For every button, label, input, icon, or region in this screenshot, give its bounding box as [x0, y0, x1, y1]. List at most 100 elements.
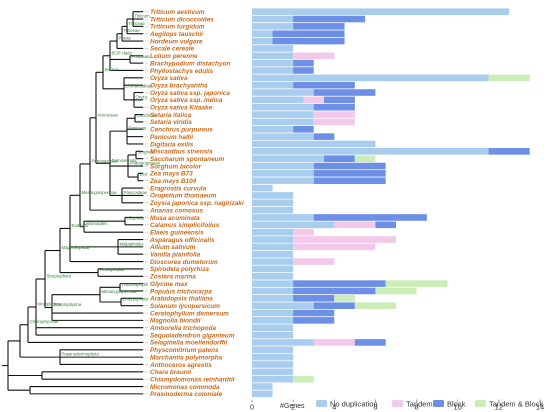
- bar-asparagus-officinalis-tandem: [293, 236, 396, 243]
- species-label: Eragrostis curvula: [150, 185, 207, 192]
- bar-triticum-dicoccoides-no-duplication: [252, 15, 294, 23]
- bar-lolium-perenne-tandem: [293, 52, 335, 60]
- x-tick-label: 6: [373, 403, 377, 412]
- bar-oryza-brachyantha-no-duplication: [252, 81, 294, 89]
- bar-oryza-sativa-ssp-japonica-block: [313, 89, 376, 96]
- bar-zea-mays-b73-block: [313, 170, 386, 177]
- bar-glycine-max-no-duplication: [252, 280, 294, 287]
- clade-label: Liliopsida: [127, 216, 146, 221]
- bar-oryza-sativa-no-duplication: [252, 74, 489, 82]
- bar-panicum-hallii-block: [313, 133, 335, 140]
- bar-arabidopsis-thaliana-block: [293, 295, 335, 302]
- x-axis-title: #Genes: [280, 403, 305, 410]
- clade-label: Mesangiospermae: [102, 289, 138, 294]
- species-label: Asparagus officinalis: [149, 237, 215, 244]
- bar-zoysia-japonica-ssp-nagirizaki-no-duplication: [252, 199, 294, 207]
- bar-dioscorea-dumetorum-tandem: [293, 258, 335, 265]
- species-label: Chara braunii: [150, 369, 191, 376]
- clade-label: Zea: [140, 172, 148, 177]
- bar-elaeis-guineensis-no-duplication: [252, 228, 294, 236]
- bar-glycine-max-tandem-block: [385, 280, 448, 287]
- clade-label: Andropogoneae: [130, 161, 161, 166]
- bar-marchantia-polymorpha-no-duplication: [252, 353, 294, 361]
- clade-label: BOP clade: [112, 50, 133, 55]
- species-label: Sequoiadendron giganteum: [150, 332, 235, 339]
- species-label: Prasinoderma coloniale: [150, 391, 223, 398]
- species-label: Oryza sativa ssp. indica: [150, 97, 223, 104]
- bar-saccharum-spontaneum-no-duplication: [252, 155, 324, 162]
- bar-populus-trichocarpa-tandem-block: [375, 287, 417, 295]
- species-label: Arabidopsis thaliana: [149, 296, 213, 303]
- x-tick-label: 8: [414, 403, 418, 412]
- clade-label: Magnoliopsida: [62, 245, 90, 250]
- species-label: Ceratophyllum demersum: [150, 310, 229, 317]
- bar-dioscorea-dumetorum-no-duplication: [252, 258, 294, 265]
- bar-oryza-sativa-ssp-indica-block: [324, 96, 355, 104]
- bar-selaginella-moellendorffii-block: [354, 339, 386, 346]
- bar-ceratophyllum-demersum-block: [293, 309, 335, 317]
- bar-sorghum-bicolor-no-duplication: [252, 162, 314, 170]
- bar-zea-mays-b104-block: [313, 177, 386, 185]
- species-label: Oryza brachyantha: [150, 82, 208, 89]
- species-label: Dioscorea dumetorum: [150, 259, 218, 266]
- legend-label-no-duplication: No duplication: [330, 400, 378, 409]
- x-tick-label: 12: [495, 403, 503, 412]
- bar-calamus-simplicifolius-tandem: [334, 221, 376, 229]
- stacked-bars: [252, 8, 530, 398]
- legend-label-tandem: Tandem: [406, 400, 433, 409]
- species-label: Lolium perenne: [150, 53, 198, 60]
- bar-triticum-turgidum-block: [293, 23, 345, 30]
- x-tick-label: 0: [250, 403, 254, 412]
- clade-label: Alismatales: [86, 221, 108, 226]
- bar-allium-sativum-no-duplication: [252, 243, 294, 251]
- clade-label: Triticeae: [124, 28, 141, 33]
- bar-zea-mays-b73-no-duplication: [252, 170, 314, 177]
- species-label: Phyllostachys edulis: [150, 68, 214, 75]
- clade-label: Tracheophyta: [122, 282, 149, 287]
- bar-sorghum-bicolor-block: [313, 162, 386, 170]
- legend-swatch-tandem: [392, 400, 403, 407]
- bar-sequoiadendron-giganteum-no-duplication: [252, 331, 294, 339]
- species-label: Glycine max: [150, 281, 188, 288]
- bar-secale-cereale-no-duplication: [252, 45, 294, 52]
- bar-solanum-lycopersicum-tandem-block: [354, 302, 396, 309]
- species-label: Triticum turgidum: [150, 24, 205, 31]
- clade-label: Poeae: [119, 36, 132, 41]
- species-label: Hordeum vulgare: [150, 38, 203, 45]
- clade-label: Cenchrus: [137, 113, 155, 118]
- clade-label: Arecaceae: [98, 112, 119, 117]
- legend-swatch-block: [433, 400, 444, 407]
- bar-glycine-max-block: [293, 280, 386, 287]
- bar-zea-mays-b104-no-duplication: [252, 177, 314, 185]
- bar-miscanthus-sinensis-block: [488, 148, 530, 155]
- bar-cenchrus-purpureus-block: [293, 125, 314, 133]
- clade-label: Ehrhartoideae: [126, 83, 154, 88]
- clade-label: Embryophyta: [123, 297, 149, 302]
- bar-saccharum-spontaneum-block: [324, 155, 355, 162]
- bar-brachypodium-distachyon-block: [293, 59, 314, 67]
- x-tick-label: 10: [454, 403, 462, 412]
- bar-cenchrus-purpureus-no-duplication: [252, 125, 294, 133]
- clade-label: Triticum: [135, 14, 151, 19]
- bar-oryza-sativa-kitaake-no-duplication: [252, 103, 314, 111]
- species-label: Zea mays B73: [149, 171, 193, 178]
- species-label: Setaria italica: [150, 112, 192, 119]
- bar-oryza-sativa-ssp-indica-no-duplication: [252, 96, 304, 104]
- bar-spirodela-polyrhiza-no-duplication: [252, 265, 294, 273]
- bar-calamus-simplicifolius-block: [375, 221, 396, 229]
- clade-label: Malpighiales: [120, 241, 144, 246]
- bar-setaria-italica-tandem: [313, 111, 355, 118]
- bar-magnolia-biondii-block: [293, 317, 335, 324]
- bar-eragrostis-curvula-no-duplication: [252, 184, 273, 192]
- bar-setaria-viridis-no-duplication: [252, 118, 314, 126]
- x-axis: 0 2 4 6 8 10 12 14: [250, 399, 544, 412]
- species-label: Oryza sativa: [150, 75, 188, 82]
- bar-populus-trichocarpa-no-duplication: [252, 287, 294, 295]
- bar-oryza-sativa-ssp-indica-tandem: [303, 96, 324, 104]
- bar-solanum-lycopersicum-block: [313, 302, 355, 309]
- species-label: Oryza sativa ssp. japonica: [150, 90, 230, 97]
- bar-oryza-sativa-kitaake-block: [313, 103, 355, 111]
- bar-populus-trichocarpa-block: [293, 287, 376, 295]
- clade-label: Triticeae: [129, 21, 146, 26]
